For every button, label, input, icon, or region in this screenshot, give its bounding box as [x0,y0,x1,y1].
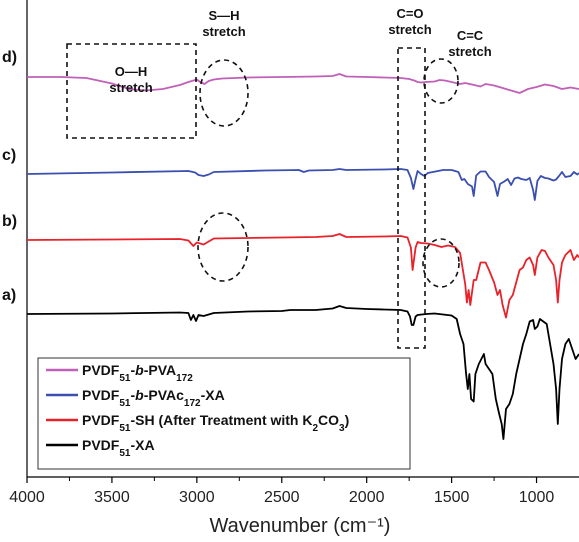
series-line-c [26,168,579,201]
x-tick-label: 2000 [349,489,385,506]
series-line-d [27,73,579,94]
axes [26,0,579,478]
annotation-sh-bond: S—H [208,8,239,23]
annotation-cc-bond: C=C [457,28,484,43]
x-tick-label: 3000 [179,489,215,506]
panel-label-a: a) [2,287,16,304]
x-tick-label: 4000 [9,489,45,506]
x-tick-label: 2500 [264,489,300,506]
sh-stretch-circle-d [199,59,249,127]
x-ticks: 4000 3500 3000 2500 2000 1500 1000 [9,477,554,506]
annotation-sh-text: stretch [202,24,245,39]
legend-entry-b: PVDF51-SH (After Treatment with K2CO3) [82,412,349,434]
legend-entry-d: PVDF51-b-PVA172 [82,362,193,384]
cc-stretch-circle-d [423,58,459,104]
panel-label-d: d) [2,49,17,66]
co-stretch-box [397,47,426,349]
x-axis-label: Wavenumber (cm⁻¹) [210,515,391,537]
panel-label-c: c) [2,147,16,164]
legend-entry-a: PVDF51-XA [82,437,155,459]
x-tick-label: 1000 [519,489,555,506]
annotation-oh-text: stretch [109,80,152,95]
series-layer [26,73,579,440]
panel-labels: d) c) b) a) [2,49,17,304]
legend: PVDF51-b-PVA172 PVDF51-b-PVAc172-XA PVDF51… [37,357,411,470]
annotation-co-bond: C=O [396,6,423,21]
annotation-oh-bond: O—H [115,64,148,79]
series-line-b [26,233,579,319]
legend-box [37,357,411,470]
sh-stretch-circle-b [197,212,249,282]
x-tick-label: 1500 [434,489,470,506]
series-line-a [26,305,579,440]
panel-label-b: b) [2,213,17,230]
legend-entry-c: PVDF51-b-PVAc172-XA [82,387,225,409]
cc-stretch-circle-b [422,238,460,288]
x-tick-label: 3500 [94,489,130,506]
annotation-cc-text: stretch [448,44,491,59]
annotation-co-text: stretch [388,22,431,37]
oh-stretch-box [66,43,197,139]
